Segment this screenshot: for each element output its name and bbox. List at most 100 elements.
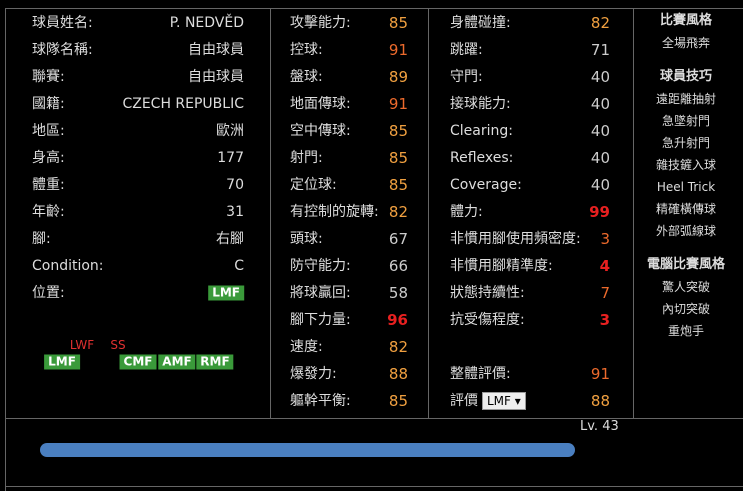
stat-label: 將球贏回:: [290, 285, 351, 301]
border: [5, 418, 743, 419]
profile-value: 自由球員: [188, 42, 244, 58]
border: [5, 486, 743, 487]
level-slider[interactable]: [40, 443, 575, 457]
stat-label: Coverage:: [450, 177, 522, 193]
stat-label: 定位球:: [290, 177, 337, 193]
stat-label: 身體碰撞:: [450, 15, 511, 31]
style-item: Heel Trick: [656, 180, 716, 194]
playable-position: CMF: [119, 354, 157, 370]
stat-value: 71: [590, 41, 610, 59]
stat-label: 體力:: [450, 204, 483, 220]
overall-label: 整體評價:: [450, 366, 511, 382]
profile-label: 球員姓名:: [32, 15, 93, 31]
stat-value: 82: [388, 203, 408, 221]
profile-value: P. NEDVĚD: [169, 15, 244, 31]
stat-value: 40: [590, 176, 610, 194]
style-item: 急升射門: [661, 136, 711, 150]
style-item: 外部弧線球: [655, 224, 717, 238]
style-item: 急墜射門: [661, 114, 711, 128]
stat-label: 狀態持續性:: [450, 285, 525, 301]
profile-value: 31: [226, 204, 244, 220]
stat-value: 85: [388, 122, 408, 140]
stat-label: 射門:: [290, 150, 323, 166]
stat-label: 防守能力:: [290, 258, 351, 274]
stat-label: 攻擊能力:: [290, 15, 351, 31]
stat-value: 4: [599, 257, 610, 275]
stat-value: 85: [388, 392, 408, 410]
stat-label: 盤球:: [290, 69, 323, 85]
style-item: 驚人突破: [661, 280, 711, 294]
style-item: 精確橫傳球: [655, 202, 717, 216]
stat-value: 85: [388, 14, 408, 32]
style-heading: 球員技巧: [659, 69, 713, 84]
select-text: LMF: [487, 394, 511, 408]
profile-label: 球隊名稱:: [32, 42, 93, 58]
stat-label: 有控制的旋轉:: [290, 204, 379, 220]
stat-label: 控球:: [290, 42, 323, 58]
strong-position: LWF: [69, 338, 95, 352]
style-item: 遠距離抽射: [655, 92, 717, 106]
stat-label: 抗受傷程度:: [450, 312, 525, 328]
style-item: 雜技鏟入球: [655, 158, 717, 172]
stat-value: 3: [600, 230, 610, 248]
stat-label: 爆發力:: [290, 366, 337, 382]
stat-value: 7: [600, 284, 610, 302]
stat-label: 守門:: [450, 69, 483, 85]
stat-label: 非慣用腳使用頻密度:: [450, 231, 581, 247]
profile-value: 歐洲: [216, 123, 244, 139]
stat-label: Reflexes:: [450, 150, 514, 166]
stat-value: 99: [589, 203, 610, 221]
stat-label: 速度:: [290, 339, 323, 355]
profile-value: C: [234, 258, 244, 274]
profile-label: 地區:: [32, 123, 65, 139]
style-heading: 電腦比賽風格: [646, 257, 726, 272]
stat-label: 接球能力:: [450, 96, 511, 112]
profile-value: 177: [217, 150, 244, 166]
rating-value: 88: [590, 392, 610, 410]
stat-label: 頭球:: [290, 231, 323, 247]
stat-label: 非慣用腳精準度:: [450, 258, 553, 274]
stat-label: 腳下力量:: [290, 312, 351, 328]
playable-position: LMF: [44, 354, 80, 370]
profile-value: CZECH REPUBLIC: [122, 96, 244, 112]
stat-value: 89: [388, 68, 408, 86]
stat-value: 85: [388, 176, 408, 194]
stat-label: Clearing:: [450, 123, 513, 139]
border: [428, 8, 429, 418]
profile-label: 聯賽:: [32, 69, 65, 85]
profile-value: 右腳: [216, 231, 244, 247]
stat-value: 82: [388, 338, 408, 356]
playable-position: AMF: [158, 354, 196, 370]
border: [633, 8, 634, 418]
profile-value: 70: [226, 177, 244, 193]
stat-label: 軀幹平衡:: [290, 393, 351, 409]
profile-label: 腳:: [32, 231, 51, 247]
strong-position: SS: [110, 338, 126, 352]
overall-value: 91: [590, 365, 610, 383]
rating-label: 評價: [450, 393, 478, 409]
stat-value: 40: [590, 149, 610, 167]
stat-value: 67: [388, 230, 408, 248]
stat-value: 3: [599, 311, 610, 329]
profile-label: Condition:: [32, 258, 104, 274]
position-badge: LMF: [208, 285, 244, 301]
style-heading: 比賽風格: [659, 13, 713, 28]
stat-label: 跳躍:: [450, 42, 483, 58]
profile-label: 體重:: [32, 177, 65, 193]
stat-value: 40: [590, 95, 610, 113]
stat-label: 地面傳球:: [290, 96, 351, 112]
profile-value: 自由球員: [188, 69, 244, 85]
border: [270, 8, 271, 418]
profile-label: 國籍:: [32, 96, 65, 112]
profile-label: 身高:: [32, 150, 65, 166]
stat-value: 82: [590, 14, 610, 32]
stat-value: 40: [590, 122, 610, 140]
level-label: Lv. 43: [580, 419, 619, 434]
rating-position-select[interactable]: LMF ▾: [482, 392, 526, 410]
profile-label: 年齡:: [32, 204, 65, 220]
stat-value: 88: [388, 365, 408, 383]
border: [5, 8, 6, 491]
style-item: 全場飛奔: [661, 36, 711, 50]
stat-value: 85: [388, 149, 408, 167]
